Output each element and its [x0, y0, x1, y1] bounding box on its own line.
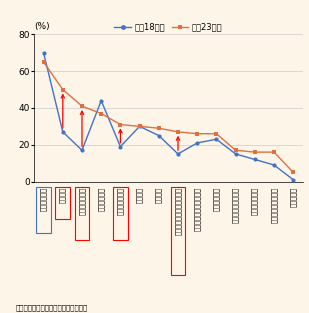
Text: 人口減少: 人口減少 [136, 187, 143, 203]
Text: 資料）　国土交通省「国民意識調査」: 資料） 国土交通省「国民意識調査」 [15, 305, 88, 311]
Bar [56, 187, 70, 219]
Text: 雇用機会の減少: 雇用機会の減少 [79, 187, 85, 215]
Text: わからない: わからない [290, 187, 297, 207]
Bar [75, 187, 89, 240]
Legend: 平成18年度, 平成23年度: 平成18年度, 平成23年度 [111, 19, 226, 35]
Text: 公共交通機関の衰退: 公共交通機関の衰退 [232, 187, 239, 223]
Text: 中心街の衰退: 中心街の衰退 [213, 187, 220, 211]
Text: 治安悪化: 治安悪化 [155, 187, 162, 203]
Bar [171, 187, 185, 275]
Text: 地域のつながりの希薄化: 地域のつながりの希薄化 [194, 187, 201, 231]
Text: (%): (%) [34, 22, 50, 31]
Text: 教育水準の低下: 教育水準の低下 [252, 187, 258, 215]
Text: 経済衰退: 経済衰退 [60, 187, 66, 203]
Text: 少子化の進行: 少子化の進行 [98, 187, 104, 211]
Text: 高齢化の進行: 高齢化の進行 [40, 187, 47, 211]
Text: 自然環境の悪化: 自然環境の悪化 [117, 187, 124, 215]
Bar [36, 187, 51, 233]
Text: 地域医療・福祉体制の悪化: 地域医療・福祉体制の悪化 [175, 187, 181, 235]
Text: 社会資本の更新困難: 社会資本の更新困難 [271, 187, 277, 223]
Bar [113, 187, 128, 240]
